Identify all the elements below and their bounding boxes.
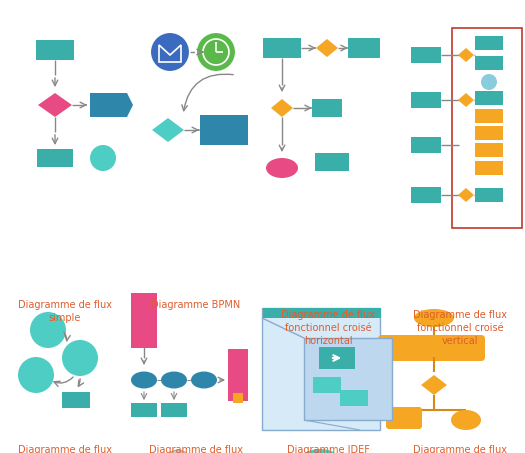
Ellipse shape [414, 309, 454, 327]
Circle shape [166, 450, 190, 453]
Ellipse shape [299, 449, 341, 453]
FancyBboxPatch shape [161, 403, 187, 417]
FancyBboxPatch shape [411, 92, 441, 108]
FancyBboxPatch shape [340, 390, 368, 406]
Circle shape [18, 357, 54, 393]
Ellipse shape [131, 371, 157, 389]
FancyBboxPatch shape [233, 393, 243, 403]
FancyBboxPatch shape [37, 149, 73, 167]
FancyBboxPatch shape [131, 293, 157, 347]
FancyBboxPatch shape [411, 187, 441, 203]
Circle shape [30, 312, 66, 348]
Text: Diagramme BPMN: Diagramme BPMN [151, 300, 240, 310]
FancyBboxPatch shape [411, 137, 441, 153]
FancyBboxPatch shape [475, 91, 503, 105]
Polygon shape [421, 375, 447, 395]
Text: Diagramme de flux
simple: Diagramme de flux simple [18, 300, 112, 323]
Polygon shape [152, 118, 184, 142]
Text: Diagramme de flux
en surbrillance: Diagramme de flux en surbrillance [413, 445, 507, 453]
FancyBboxPatch shape [475, 109, 503, 123]
Polygon shape [90, 93, 133, 117]
FancyBboxPatch shape [411, 47, 441, 63]
Text: Diagramme IDEF: Diagramme IDEF [287, 445, 370, 453]
FancyBboxPatch shape [378, 335, 420, 361]
FancyBboxPatch shape [131, 403, 157, 417]
FancyBboxPatch shape [475, 143, 503, 157]
FancyBboxPatch shape [304, 338, 392, 420]
FancyBboxPatch shape [36, 40, 74, 60]
FancyBboxPatch shape [313, 377, 341, 393]
Circle shape [481, 74, 497, 90]
Text: Diagramme de flux
d'événement: Diagramme de flux d'événement [149, 445, 243, 453]
FancyBboxPatch shape [315, 153, 349, 171]
FancyBboxPatch shape [475, 56, 503, 70]
FancyBboxPatch shape [262, 308, 380, 430]
FancyBboxPatch shape [62, 392, 90, 408]
FancyBboxPatch shape [312, 99, 342, 117]
Polygon shape [458, 93, 474, 107]
Text: Diagramme de flux
fonctionnel croisé
vertical: Diagramme de flux fonctionnel croisé ver… [413, 310, 507, 347]
FancyBboxPatch shape [475, 188, 503, 202]
Polygon shape [458, 48, 474, 62]
FancyBboxPatch shape [200, 115, 248, 145]
FancyBboxPatch shape [386, 407, 422, 429]
Polygon shape [271, 99, 293, 117]
Circle shape [150, 32, 190, 72]
Polygon shape [458, 188, 474, 202]
Ellipse shape [161, 371, 187, 389]
FancyBboxPatch shape [263, 38, 301, 58]
FancyBboxPatch shape [443, 335, 485, 361]
Text: Diagramme de flux
fonctionnel croisé
horizontal: Diagramme de flux fonctionnel croisé hor… [281, 310, 375, 347]
FancyBboxPatch shape [319, 347, 355, 369]
Circle shape [90, 145, 116, 171]
FancyBboxPatch shape [228, 349, 248, 401]
Ellipse shape [451, 410, 481, 430]
FancyBboxPatch shape [263, 308, 381, 318]
Polygon shape [316, 39, 338, 57]
Circle shape [62, 340, 98, 376]
Text: Diagramme de flux
de données: Diagramme de flux de données [18, 445, 112, 453]
Circle shape [196, 32, 236, 72]
FancyBboxPatch shape [475, 126, 503, 140]
Ellipse shape [191, 371, 217, 389]
FancyBboxPatch shape [475, 36, 503, 50]
FancyBboxPatch shape [413, 335, 455, 361]
FancyBboxPatch shape [475, 161, 503, 175]
FancyBboxPatch shape [348, 38, 380, 58]
Polygon shape [38, 93, 72, 117]
Ellipse shape [266, 158, 298, 178]
